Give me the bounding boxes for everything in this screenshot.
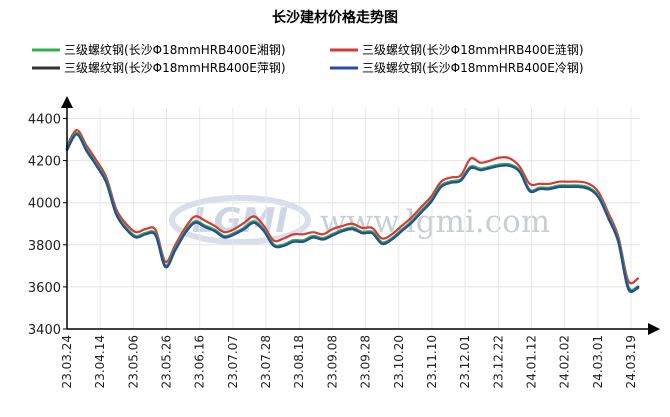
y-tick-label: 4200 [28, 155, 61, 170]
x-tick-label: 23.08.18 [292, 335, 306, 388]
x-tick-label: 23.12.22 [491, 335, 505, 388]
x-tick-label: 24.02.02 [558, 335, 572, 388]
legend-label: 三级螺纹钢(长沙Φ18mmHRB400E湘钢) [64, 42, 286, 57]
x-tick-label: 23.12.01 [458, 335, 472, 388]
x-tick-label: 23.09.28 [359, 335, 373, 388]
legend-label: 三级螺纹钢(长沙Φ18mmHRB400E冷钢) [362, 61, 584, 75]
x-tick-label: 24.01.12 [524, 335, 538, 388]
axes [61, 96, 660, 335]
x-tick-label: 23.07.07 [226, 335, 240, 388]
watermark: LGMI www.lgmi.com [169, 195, 550, 245]
x-tick-label: 23.06.16 [193, 335, 207, 388]
y-tick-label: 3400 [28, 323, 61, 338]
x-tick-label: 24.03.19 [624, 335, 638, 388]
y-tick-label: 4000 [28, 197, 61, 212]
chart-title: 长沙建材价格走势图 [272, 9, 398, 26]
watermark-text: www.lgmi.com [320, 204, 550, 240]
x-tick-label: 23.11.10 [425, 335, 439, 388]
legend-label: 三级螺纹钢(长沙Φ18mmHRB400E涟钢) [362, 42, 584, 57]
series-line-3 [65, 133, 640, 294]
x-tick-label: 23.05.26 [160, 335, 174, 388]
x-tick-label: 23.07.28 [259, 335, 273, 388]
y-tick-label: 4400 [28, 113, 61, 128]
x-tick-label: 23.09.08 [325, 335, 339, 388]
y-axis-arrow [61, 96, 73, 108]
x-axis-ticks: 23.03.24 23.04.14 23.05.06 23.05.26 23.06.16… [60, 335, 638, 388]
series-layer [65, 129, 640, 294]
x-tick-label: 23.10.20 [392, 335, 406, 388]
legend: 三级螺纹钢(长沙Φ18mmHRB400E湘钢) 三级螺纹钢(长沙Φ18mmHRB4… [32, 42, 584, 75]
x-tick-label: 24.03.01 [591, 335, 605, 388]
watermark-ring [169, 195, 311, 245]
x-axis-arrow [648, 323, 660, 335]
x-tick-label: 23.05.06 [126, 335, 140, 388]
y-tick-label: 3600 [28, 281, 61, 296]
x-tick-label: 23.03.24 [60, 335, 74, 388]
y-axis-ticks: 3400 3600 3800 4000 4200 4400 [28, 113, 67, 338]
x-tick-label: 23.04.14 [93, 335, 107, 388]
legend-label: 三级螺纹钢(长沙Φ18mmHRB400E萍钢) [64, 61, 286, 75]
y-tick-label: 3800 [28, 239, 61, 254]
